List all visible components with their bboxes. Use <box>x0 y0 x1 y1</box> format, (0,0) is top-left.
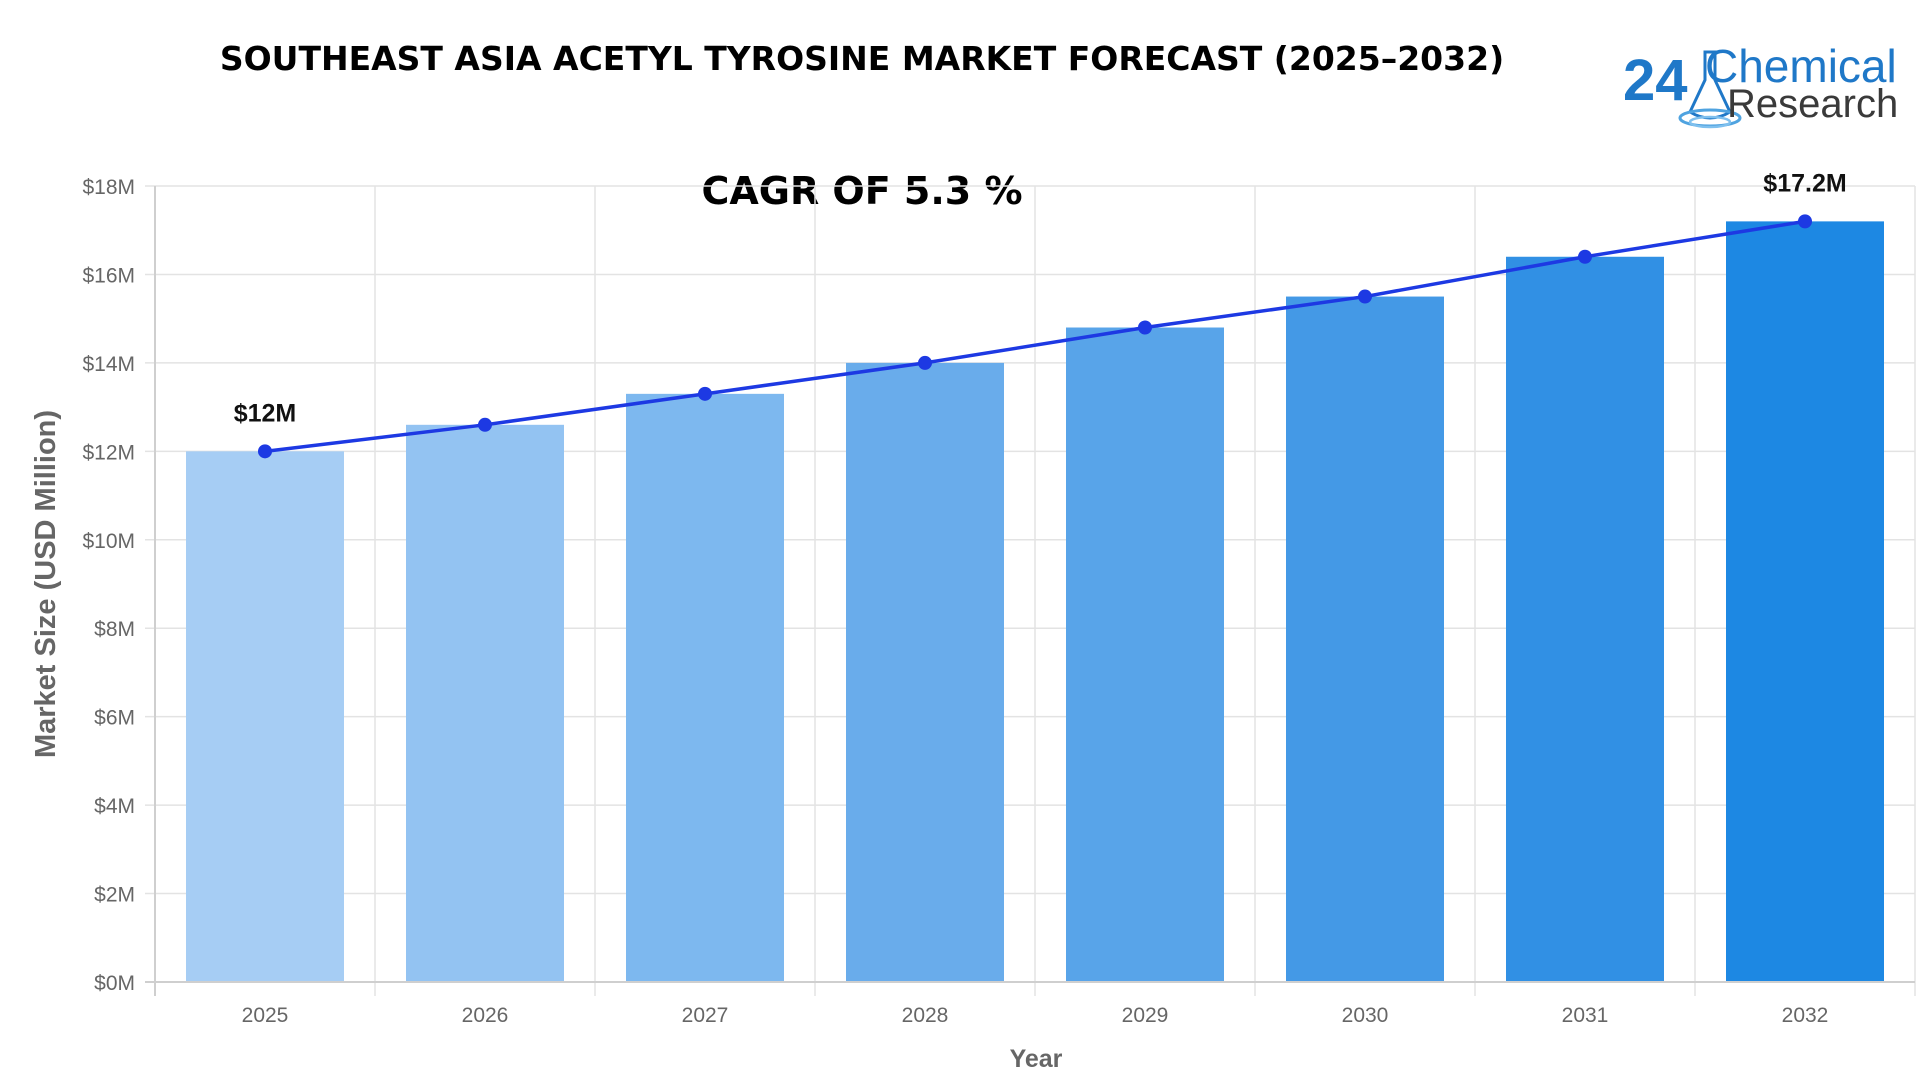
x-tick-label: 2032 <box>1782 1004 1829 1027</box>
bar <box>1726 221 1884 982</box>
x-axis-title: Year <box>1010 1045 1063 1073</box>
y-tick-label: $6M <box>94 707 135 730</box>
data-label: $12M <box>234 399 297 427</box>
x-tick-label: 2030 <box>1342 1004 1389 1027</box>
labels: $0M $2M $4M $6M $8M $10M $12M $14M $16M $18M 2025 2… <box>82 169 1846 1027</box>
bars <box>186 221 1884 982</box>
logo-number: 24 <box>1623 48 1688 113</box>
bar <box>1066 327 1224 982</box>
bar <box>846 362 1004 982</box>
y-tick-label: $2M <box>94 884 135 907</box>
x-tick-label: 2029 <box>1122 1004 1169 1027</box>
y-tick-label: $14M <box>82 353 135 376</box>
y-tick-label: $18M <box>82 176 135 199</box>
line-point <box>1138 320 1152 335</box>
bar <box>1286 296 1444 982</box>
chart-title: SOUTHEAST ASIA ACETYL TYROSINE MARKET FO… <box>220 39 1504 78</box>
y-tick-label: $12M <box>82 441 135 464</box>
x-tick-label: 2027 <box>682 1004 729 1027</box>
data-label: $17.2M <box>1763 169 1846 197</box>
y-axis-title: Market Size (USD Million) <box>30 410 62 758</box>
y-tick-label: $8M <box>94 618 135 641</box>
bar <box>186 451 344 982</box>
x-tick-label: 2025 <box>242 1004 289 1027</box>
y-tick-label: $10M <box>82 530 135 553</box>
line-point <box>1358 289 1372 304</box>
trend-line <box>258 214 1812 459</box>
x-tick-label: 2031 <box>1562 1004 1609 1027</box>
company-logo: 24 Chemical Research <box>1623 40 1898 129</box>
y-tick-label: $16M <box>82 264 135 287</box>
line-point <box>1798 214 1812 229</box>
bar <box>406 424 564 982</box>
bar <box>1506 256 1664 982</box>
y-tick-label: $0M <box>94 972 135 995</box>
line-point <box>698 386 712 401</box>
line-point <box>1578 249 1592 264</box>
flask-icon <box>1678 50 1742 129</box>
logo-word-chemical: Chemical <box>1705 40 1897 92</box>
line-point <box>918 355 932 370</box>
axes <box>145 186 1915 996</box>
cagr-subtitle: CAGR OF 5.3 % <box>701 169 1022 213</box>
line-point <box>258 444 272 459</box>
x-tick-label: 2026 <box>462 1004 509 1027</box>
trend-line-path <box>264 219 1806 454</box>
x-tick-label: 2028 <box>902 1004 949 1027</box>
logo-word-research: Research <box>1727 82 1898 126</box>
bar <box>626 393 784 982</box>
y-tick-label: $4M <box>94 795 135 818</box>
line-point <box>478 417 492 432</box>
